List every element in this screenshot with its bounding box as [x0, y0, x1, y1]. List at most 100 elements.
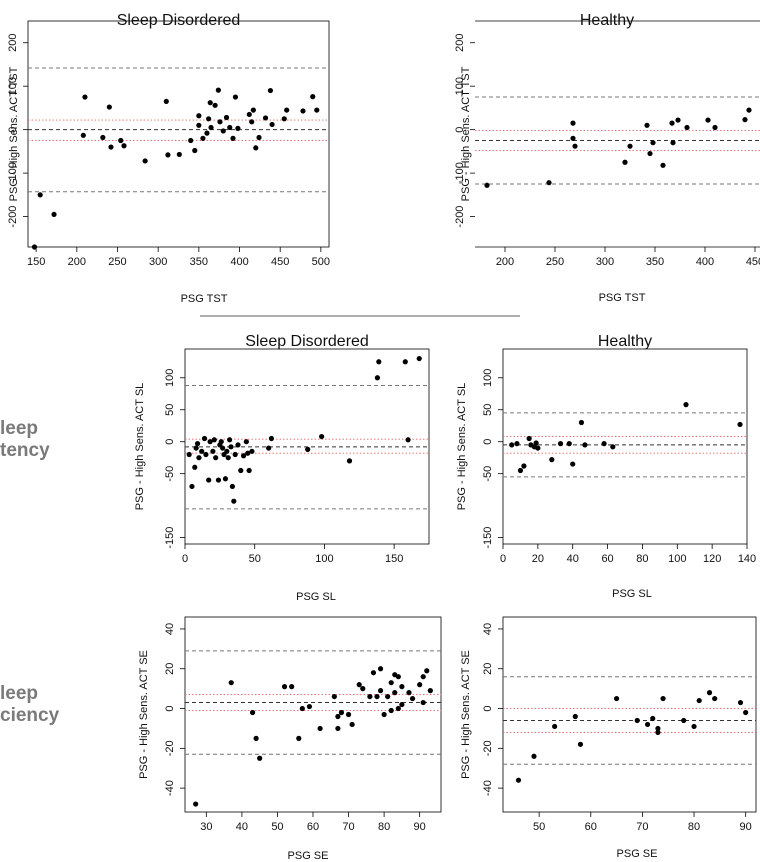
x-tick-label: 60 [585, 821, 597, 833]
data-point [240, 453, 247, 459]
y-axis-label: PSG - High Sens. ACT TST [8, 66, 20, 201]
data-point [192, 147, 198, 154]
data-point [572, 143, 578, 149]
x-axis-label: PSG SE [288, 850, 329, 862]
data-point [306, 703, 313, 710]
data-point [314, 107, 320, 113]
data-point [370, 670, 377, 676]
data-point [246, 467, 252, 474]
y-tick-label: 0 [482, 705, 494, 711]
x-axis-label: PSG SE [617, 848, 658, 860]
row-label-se-line1: leep [0, 683, 39, 704]
data-point [712, 695, 718, 702]
y-tick-label: 0 [454, 127, 466, 133]
y-tick-label: -20 [164, 740, 176, 756]
data-point [549, 457, 555, 463]
data-point [215, 477, 222, 483]
x-tick-label: 300 [596, 256, 614, 268]
data-point [655, 729, 661, 736]
y-tick-label: -200 [454, 206, 466, 228]
data-point [246, 111, 252, 118]
data-point [253, 145, 259, 151]
data-point [100, 134, 106, 141]
data-point [199, 448, 205, 454]
data-point [319, 433, 325, 440]
x-axis-label: PSG SL [612, 588, 652, 600]
data-point [194, 441, 201, 447]
data-point [675, 117, 681, 123]
y-tick-label: 20 [482, 663, 494, 675]
data-point [367, 693, 373, 700]
data-point [705, 117, 711, 123]
data-point [650, 715, 656, 722]
x-tick-label: 40 [567, 553, 579, 565]
data-point [338, 709, 345, 716]
x-tick-label: 350 [190, 256, 208, 268]
data-point [37, 192, 43, 198]
data-point [232, 451, 238, 458]
data-point [634, 717, 640, 724]
x-tick-label: 100 [315, 553, 333, 565]
data-point [238, 467, 244, 474]
data-point [192, 464, 198, 470]
data-point [227, 124, 233, 131]
data-point [374, 693, 380, 700]
data-point [229, 483, 236, 490]
data-point [557, 441, 564, 447]
data-point [203, 451, 209, 458]
data-point [388, 707, 394, 714]
data-point [374, 375, 381, 381]
data-point [535, 445, 541, 451]
y-axis-label: PSG - High Sens. ACT SL [134, 383, 146, 511]
data-point [743, 709, 749, 716]
y-tick-label: -50 [482, 466, 494, 482]
data-point [196, 455, 202, 461]
y-tick-label: 200 [454, 34, 466, 52]
y-tick-label: 50 [164, 404, 176, 416]
x-tick-label: 80 [688, 821, 700, 833]
data-point [228, 444, 234, 450]
plot-frame [27, 20, 330, 248]
chart-title: Healthy [580, 12, 634, 29]
data-point [121, 143, 127, 149]
data-point [406, 690, 412, 696]
x-tick-label: 80 [378, 821, 390, 833]
data-point [142, 158, 148, 164]
x-tick-label: 400 [230, 256, 248, 268]
data-point [310, 94, 316, 100]
data-point [299, 705, 305, 712]
data-point [281, 684, 288, 690]
y-axis-label: PSG - High Sens. ACT SE [460, 650, 472, 779]
data-point [235, 442, 241, 448]
data-point [644, 721, 651, 728]
data-point [82, 94, 88, 100]
row-label-sl-line2: tency [0, 440, 50, 461]
y-tick-label: -200 [7, 206, 19, 228]
x-axis-label: PSG TST [599, 292, 646, 304]
data-point [196, 113, 202, 119]
data-point [533, 440, 539, 446]
x-tick-label: 250 [546, 256, 564, 268]
plot-frame [184, 616, 442, 813]
data-point [650, 140, 656, 146]
chart-title: Sleep Disordered [245, 333, 369, 350]
chart-title: Healthy [598, 333, 652, 350]
data-point [427, 688, 433, 694]
data-point [566, 441, 572, 447]
data-point [395, 705, 401, 712]
data-point [424, 668, 430, 674]
data-point [201, 435, 208, 442]
chart-panel-4: 0 20 40 60 80 100 120 140 -150 -50 0 50 100 Healthy PS… [456, 333, 756, 600]
data-point [284, 107, 290, 113]
data-point [80, 132, 86, 138]
data-point [570, 120, 576, 126]
data-point [217, 119, 223, 125]
data-point [578, 419, 585, 426]
y-tick-label: -100 [454, 162, 466, 184]
row-label-se-line2: ciency [0, 705, 60, 726]
plot-frame [502, 616, 757, 813]
y-tick-label: 200 [7, 34, 19, 52]
x-axis-label: PSG TST [181, 293, 228, 305]
data-point [193, 445, 199, 451]
x-tick-label: 40 [236, 821, 248, 833]
